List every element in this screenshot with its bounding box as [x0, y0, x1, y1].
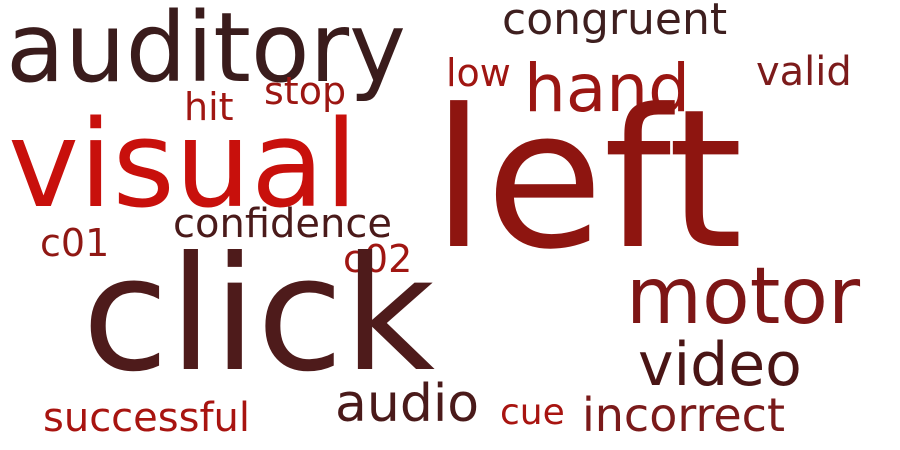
word-video: video: [638, 330, 802, 400]
word-c01: c01: [40, 221, 110, 265]
word-cue: cue: [500, 392, 565, 433]
word-click: click: [82, 223, 436, 407]
word-audio: audio: [335, 374, 480, 434]
word-auditory: auditory: [6, 0, 406, 104]
word-motor: motor: [626, 252, 861, 342]
word-c02: c02: [343, 237, 413, 281]
word-low: low: [446, 51, 511, 95]
word-successful: successful: [43, 395, 251, 441]
word-valid: valid: [756, 49, 852, 95]
word-hand: hand: [524, 50, 690, 127]
word-incorrect: incorrect: [582, 388, 786, 442]
word-left: left: [432, 69, 743, 292]
word-confidence: confidence: [173, 201, 392, 247]
word-congruent: congruent: [502, 0, 728, 45]
word-stop: stop: [264, 69, 347, 113]
word-hit: hit: [184, 85, 234, 129]
word-visual: visual: [8, 96, 358, 235]
